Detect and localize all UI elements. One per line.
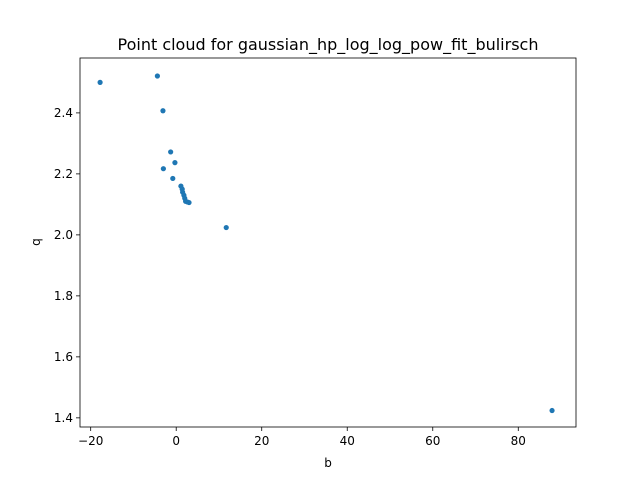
y-tick-label: 2.0 — [54, 228, 73, 242]
y-tick-label: 2.2 — [54, 167, 73, 181]
data-point — [223, 224, 229, 231]
chart-title: Point cloud for gaussian_hp_log_log_pow_… — [118, 35, 539, 55]
data-point — [160, 166, 166, 172]
y-tick-label: 1.8 — [54, 289, 73, 303]
x-tick-label: 60 — [425, 434, 440, 448]
data-point — [170, 175, 176, 182]
y-axis-ticks: 1.4 1.6 1.8 2.0 2.2 2.4 — [54, 106, 80, 425]
axes-background — [80, 58, 576, 427]
y-tick-label: 2.4 — [54, 106, 73, 120]
data-point — [168, 149, 174, 155]
y-tick-label: 1.4 — [54, 411, 73, 425]
x-tick-label: 20 — [254, 434, 269, 448]
data-point — [549, 407, 555, 414]
axes-frame — [79, 57, 577, 428]
y-tick-label: 1.6 — [54, 350, 73, 364]
data-point — [160, 108, 166, 114]
x-tick-label: 0 — [172, 434, 180, 448]
x-axis-label: b — [324, 456, 332, 470]
data-points — [97, 73, 555, 414]
x-axis-ticks: −20 0 20 40 60 80 — [78, 427, 526, 448]
data-point — [97, 79, 103, 85]
data-point — [172, 160, 178, 166]
data-point — [186, 199, 192, 206]
data-point — [154, 73, 160, 79]
x-tick-label: 40 — [340, 434, 355, 448]
plot-area: −20 0 20 40 60 80 1.4 1.6 1.8 2.0 2.2 2.4 — [54, 57, 577, 448]
y-axis-label: q — [29, 238, 43, 246]
x-tick-label: 80 — [511, 434, 526, 448]
x-tick-label: −20 — [78, 434, 103, 448]
